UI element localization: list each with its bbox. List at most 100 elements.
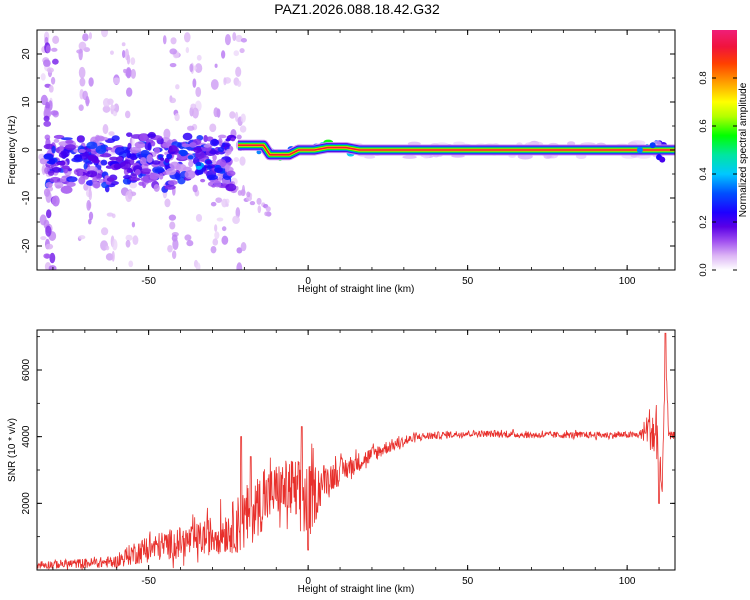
heatmap-cell [189,63,194,73]
heatmap-cell [184,234,192,241]
heatmap-cell [233,157,240,163]
heatmap-cell [45,243,54,250]
heatmap-cell [49,252,56,264]
spectral-line [238,144,675,156]
heatmap-cell [221,226,227,232]
colorbar-gradient [712,30,737,270]
heatmap-cell [121,49,126,59]
heatmap-cell [195,262,201,270]
y-tick-label: 4000 [21,425,32,448]
spectrogram-y-label: Frequency (Hz) [7,116,18,185]
heatmap-cell [240,113,246,123]
heatmap-cell [184,170,196,180]
heatmap-cell [150,140,156,147]
heatmap-blob [61,165,70,170]
heatmap-cell [78,66,86,79]
heatmap-cell [95,135,105,142]
heatmap-cell [232,215,240,225]
heatmap-blob [166,153,173,160]
heatmap-cell [154,168,166,173]
spectrogram-panel: -50 0 50 100 -20 -10 0 10 20 Height of straight… [7,29,676,295]
heatmap-cell [102,105,111,113]
heatmap-cell [48,85,54,93]
heatmap-cell [46,67,54,73]
heatmap-cell [249,201,256,206]
heatmap-cell [235,111,239,122]
heatmap-cell [240,242,247,252]
heatmap-cell [109,156,119,161]
heatmap-cell [78,176,86,185]
heatmap-cell [51,145,56,154]
heatmap-cell [95,145,107,154]
x-tick-label: 100 [619,276,636,287]
heatmap-cell [209,150,219,155]
heatmap-cell [85,170,98,178]
heatmap-cell [116,156,123,163]
heatmap-cell [235,207,241,218]
heatmap-blob [214,167,223,173]
heatmap-cell [40,73,46,81]
heatmap-cell [212,238,219,246]
heatmap-cell [169,63,177,68]
spectrogram-image [38,30,675,270]
heatmap-cell [49,176,61,183]
heatmap-cell [138,181,145,186]
heatmap-cell [45,209,52,219]
heatmap-cell [125,190,133,203]
colorbar: 0.0 0.2 0.4 0.6 0.8 Normalized spectral ampl… [698,30,749,277]
heatmap-cell [256,197,262,205]
colorbar-tick-label: 0.0 [698,263,709,276]
heatmap-blob [79,171,84,176]
heatmap-cell [146,154,153,163]
heatmap-cell [45,181,53,188]
heatmap-cell [83,183,89,191]
heatmap-cell [113,103,120,113]
heatmap-blob [159,157,165,161]
heatmap-cell [171,250,177,260]
heatmap-cell [257,205,262,214]
y-tick-label: 6000 [21,358,32,381]
heatmap-cell [232,31,237,42]
heatmap-cell [128,260,134,268]
heatmap-blob [149,173,160,180]
heatmap-cell [139,157,147,165]
heatmap-cell [88,32,93,40]
heatmap-cell [78,148,86,154]
heatmap-cell [233,50,240,57]
heatmap-cell [167,180,178,186]
heatmap-cell [195,214,203,222]
heatmap-cell [221,198,228,208]
snr-panel: -50 0 50 100 2000 4000 6000 Height of straigh… [7,329,676,595]
heatmap-cell [51,166,62,173]
heatmap-cell [78,41,87,51]
heatmap-cell [186,240,194,247]
heatmap-cell [221,235,229,245]
x-tick-label: -50 [141,576,156,587]
heatmap-cell [92,181,101,189]
y-tick-label: 10 [21,96,32,108]
heatmap-cell [164,198,171,208]
heatmap-blob [230,137,236,142]
spectrogram-y-axis: -20 -10 0 10 20 [21,29,675,271]
heatmap-cell [73,148,80,153]
heatmap-blob [659,156,666,163]
heatmap-cell [182,132,193,141]
heatmap-cell [50,76,56,85]
heatmap-cell [112,239,118,251]
heatmap-cell [71,157,84,163]
heatmap-cell [66,181,76,187]
x-tick-label: 50 [462,276,474,287]
heatmap-cell [236,262,243,270]
heatmap-cell [61,137,73,141]
heatmap-cell [158,173,164,180]
heatmap-cell [78,235,86,240]
heatmap-cell [128,177,141,182]
heatmap-blob [126,151,132,159]
heatmap-blob [225,138,231,142]
heatmap-cell [110,104,116,110]
heatmap-blob [130,155,138,160]
heatmap-cell [130,172,138,179]
heatmap-cell [88,77,94,87]
x-tick-label: 100 [619,576,636,587]
